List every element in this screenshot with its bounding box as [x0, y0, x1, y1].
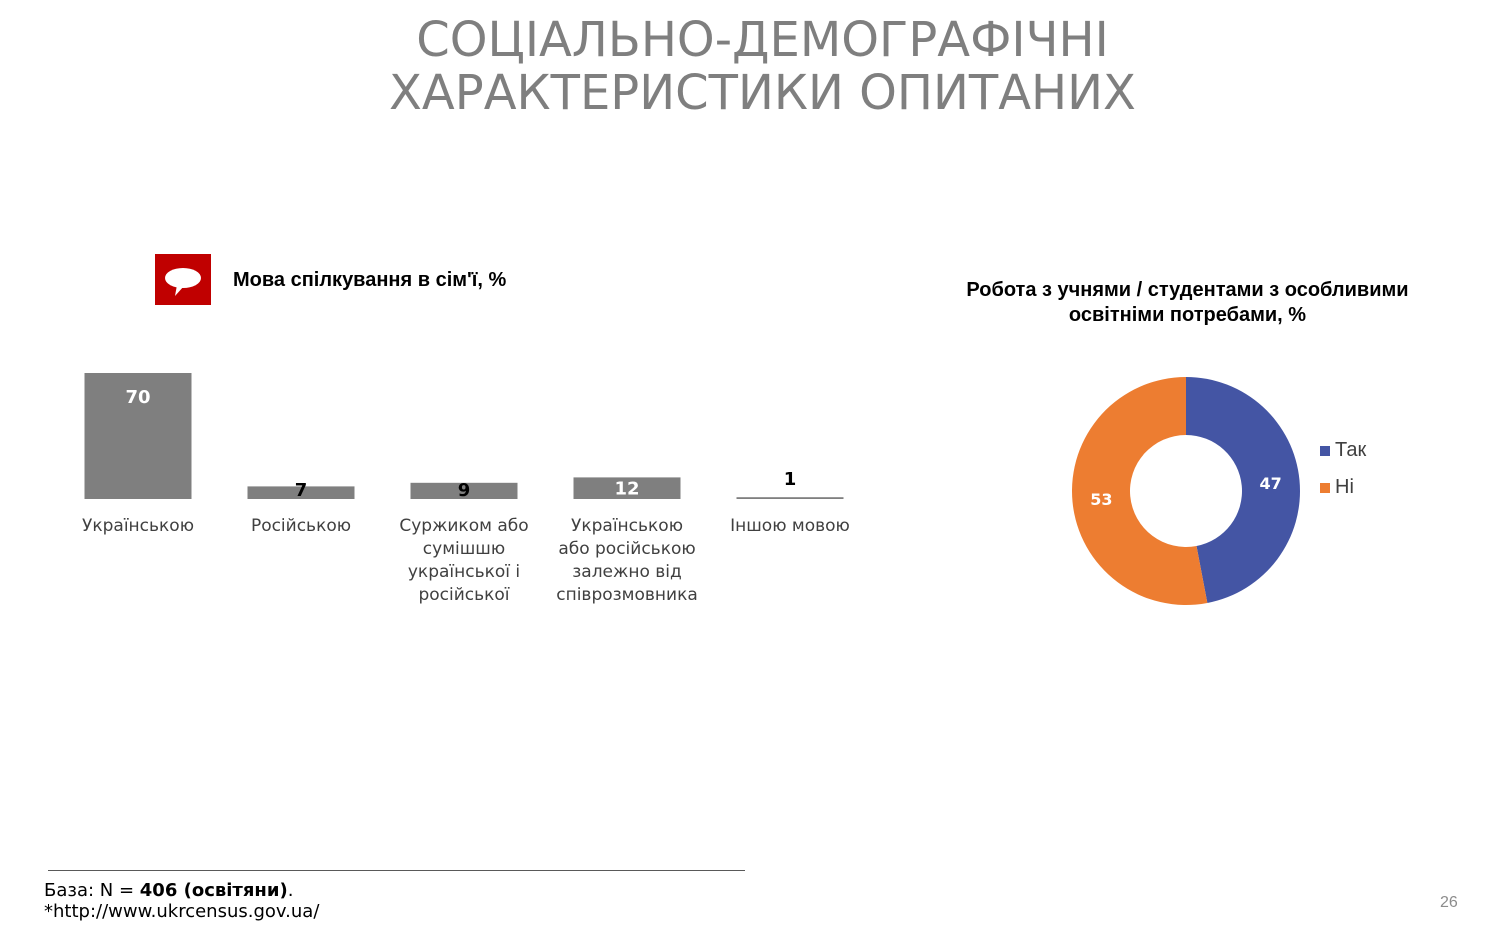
donut-value-label-2: 53 [1090, 490, 1112, 509]
legend-label-2: Ні [1335, 476, 1354, 498]
page-title-line-1: СОЦІАЛЬНО-ДЕМОГРАФІЧНІ [416, 12, 1109, 68]
bar-3 [410, 482, 518, 499]
speech-bubble-icon [155, 254, 211, 305]
bar-chart: 70 Українською 7 Російською 9 Суржиком або сум… [82, 373, 850, 605]
legend-item-2: Ні [1320, 469, 1366, 506]
base-count: 406 (освітяни) [139, 880, 288, 901]
bar-5 [736, 497, 844, 499]
category-label-2: Російською [251, 516, 351, 536]
legend-swatch-2 [1320, 482, 1330, 493]
bar-2 [247, 486, 355, 499]
donut-legend: Так Ні [1320, 432, 1366, 506]
page-title-line-2: ХАРАКТЕРИСТИКИ ОПИТАНИХ [389, 65, 1136, 121]
bar-value-label-3: 9 [458, 480, 471, 501]
donut-value-label-1: 47 [1259, 474, 1281, 493]
bar-value-label-5: 1 [784, 469, 797, 490]
donut-chart-title: Робота з учнями / студентами з особливим… [966, 279, 1409, 326]
bar-value-label-4: 12 [614, 478, 639, 499]
donut-slice-Ні [1072, 377, 1208, 605]
bar-value-label-2: 7 [295, 480, 308, 501]
bar-4 [573, 477, 681, 499]
source-link: *http://www.ukrcensus.gov.ua/ [44, 901, 320, 922]
page-title: СОЦІАЛЬНО-ДЕМОГРАФІЧНІ ХАРАКТЕРИСТИКИ ОП… [0, 14, 1500, 120]
bar-value-label-1: 70 [125, 387, 150, 408]
category-label-5: Іншою мовою [730, 516, 850, 536]
base-note: База: N = 406 (освітяни). [44, 880, 319, 901]
legend-swatch-1 [1320, 445, 1330, 456]
legend-item-1: Так [1320, 432, 1366, 469]
base-suffix: . [287, 880, 294, 901]
category-label-3: Суржиком або сумішшю української і російськ… [399, 516, 528, 605]
base-prefix: База: N = [44, 880, 140, 901]
category-label-1: Українською [82, 516, 194, 536]
bar-chart-title: Мова спілкування в сім'ї, % [233, 269, 507, 291]
footer-divider [48, 870, 745, 871]
page-number: 26 [1440, 894, 1458, 911]
donut-chart: 47 53 [1072, 377, 1300, 605]
legend-label-1: Так [1335, 439, 1367, 461]
bar-1 [84, 373, 192, 499]
footer-notes: База: N = 406 (освітяни). *http://www.uk… [44, 880, 319, 922]
donut-slice-Так [1186, 377, 1300, 603]
category-label-4: Українською або російською залежно від спів… [556, 516, 698, 605]
